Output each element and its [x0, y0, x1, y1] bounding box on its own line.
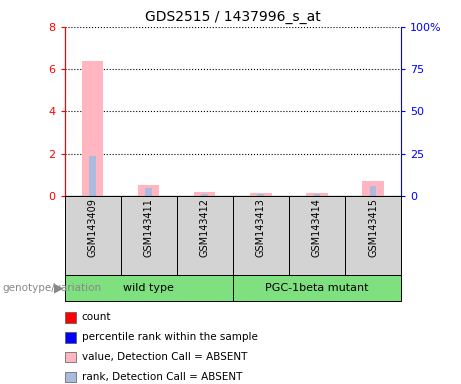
Text: GSM143413: GSM143413	[256, 198, 266, 257]
Text: wild type: wild type	[123, 283, 174, 293]
Text: GSM143414: GSM143414	[312, 198, 322, 257]
Text: GSM143412: GSM143412	[200, 198, 210, 257]
Bar	[65, 275, 233, 301]
Text: genotype/variation: genotype/variation	[2, 283, 101, 293]
Text: rank, Detection Call = ABSENT: rank, Detection Call = ABSENT	[82, 372, 242, 382]
Bar	[313, 194, 320, 196]
Text: count: count	[82, 312, 111, 322]
Bar	[138, 185, 160, 196]
Bar	[289, 196, 345, 275]
Bar	[194, 192, 215, 196]
Bar	[345, 196, 401, 275]
Text: GSM143415: GSM143415	[368, 198, 378, 257]
Bar	[233, 275, 401, 301]
Bar	[201, 194, 208, 196]
Bar	[370, 186, 376, 196]
Bar	[65, 196, 121, 275]
Text: value, Detection Call = ABSENT: value, Detection Call = ABSENT	[82, 352, 247, 362]
Bar	[306, 193, 328, 196]
Bar	[250, 193, 272, 196]
Bar	[233, 196, 289, 275]
Bar	[362, 181, 384, 196]
Bar	[89, 156, 96, 196]
Text: percentile rank within the sample: percentile rank within the sample	[82, 332, 258, 342]
Text: GSM143411: GSM143411	[144, 198, 154, 257]
Bar	[121, 196, 177, 275]
Title: GDS2515 / 1437996_s_at: GDS2515 / 1437996_s_at	[145, 10, 321, 25]
Text: ▶: ▶	[54, 281, 63, 295]
Bar	[145, 189, 152, 196]
Bar	[258, 194, 264, 196]
Text: PGC-1beta mutant: PGC-1beta mutant	[265, 283, 369, 293]
Text: GSM143409: GSM143409	[88, 198, 98, 257]
Bar	[177, 196, 233, 275]
Bar	[82, 61, 103, 196]
